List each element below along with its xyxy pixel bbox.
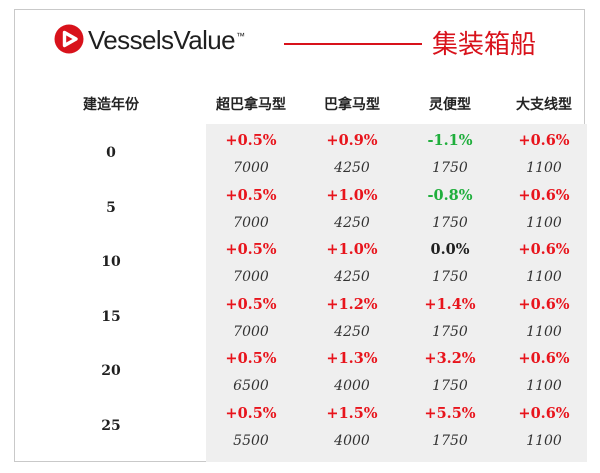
vessel-value: 1100 xyxy=(526,269,562,286)
vessel-value: 4250 xyxy=(334,214,370,231)
vessel-value: 4250 xyxy=(334,160,370,176)
column-header: 超巴拿马型 xyxy=(216,97,286,113)
change-percent: +0.9% xyxy=(326,132,378,149)
vessel-value: 7000 xyxy=(233,160,269,176)
vessel-value: 7000 xyxy=(233,214,269,231)
change-percent: +0.6% xyxy=(518,295,570,313)
change-percent: +0.6% xyxy=(518,241,570,259)
brand-name: VesselsValue™ xyxy=(88,25,245,55)
change-percent: +0.5% xyxy=(225,405,277,422)
vessel-value: 1100 xyxy=(526,378,562,395)
vessel-value: 1750 xyxy=(432,433,468,449)
change-percent: +0.6% xyxy=(518,132,570,149)
row-age-label: 0 xyxy=(106,145,116,161)
change-percent: +1.0% xyxy=(326,186,378,204)
change-percent: +1.5% xyxy=(326,405,378,422)
vessel-value: 1100 xyxy=(526,323,562,340)
vessel-value: 1100 xyxy=(526,214,562,231)
change-percent: +1.4% xyxy=(424,295,476,313)
vessel-value: 4000 xyxy=(334,378,370,395)
change-percent: +0.6% xyxy=(518,350,570,368)
vessel-value: 7000 xyxy=(233,323,269,340)
row-header-build-year: 建造年份 xyxy=(83,97,139,113)
row-age-label: 25 xyxy=(101,418,121,434)
change-percent: +1.2% xyxy=(326,295,378,313)
change-percent: +3.2% xyxy=(424,350,476,368)
vessel-value: 1100 xyxy=(526,160,562,176)
change-percent: +5.5% xyxy=(424,405,476,422)
change-percent: -1.1% xyxy=(427,132,473,149)
vessel-value: 4250 xyxy=(334,269,370,286)
change-percent: +0.6% xyxy=(518,186,570,204)
row-age-label: 20 xyxy=(101,363,121,380)
vessel-value: 1100 xyxy=(526,433,562,449)
page-title: 集装箱船 xyxy=(432,30,537,60)
change-percent: +0.6% xyxy=(518,405,570,422)
change-percent: +0.5% xyxy=(225,132,277,149)
change-percent: +0.5% xyxy=(225,241,277,259)
change-percent: +1.3% xyxy=(326,350,378,368)
vessel-value: 1750 xyxy=(432,323,468,340)
row-age-label: 10 xyxy=(101,254,121,271)
header-divider xyxy=(284,43,422,45)
change-percent: +1.0% xyxy=(326,241,378,259)
column-header: 灵便型 xyxy=(429,97,471,113)
column-header: 大支线型 xyxy=(516,97,572,113)
change-percent: 0.0% xyxy=(430,241,470,259)
vessel-value: 4250 xyxy=(334,323,370,340)
row-age-label: 15 xyxy=(101,308,121,325)
vessel-value: 1750 xyxy=(432,269,468,286)
change-percent: +0.5% xyxy=(225,186,277,204)
change-percent: -0.8% xyxy=(427,186,473,204)
row-age-label: 5 xyxy=(106,199,116,216)
change-percent: +0.5% xyxy=(225,350,277,368)
column-header: 巴拿马型 xyxy=(324,97,380,113)
vessel-value: 1750 xyxy=(432,214,468,231)
vessel-value: 5500 xyxy=(233,433,269,449)
table-body-background xyxy=(206,124,587,462)
trademark-symbol: ™ xyxy=(235,31,245,42)
vessel-value: 1750 xyxy=(432,160,468,176)
change-percent: +0.5% xyxy=(225,295,277,313)
vessel-value: 4000 xyxy=(334,433,370,449)
vessel-value: 1750 xyxy=(432,378,468,395)
vessel-value: 7000 xyxy=(233,269,269,286)
vesselsvalue-logo-icon xyxy=(54,24,84,54)
vessel-value: 6500 xyxy=(233,378,269,395)
